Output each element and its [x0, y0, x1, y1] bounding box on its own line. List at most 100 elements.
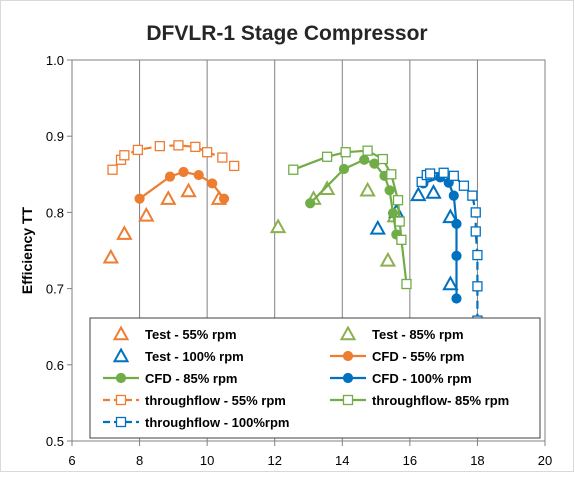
- legend-label: Test - 55% rpm: [145, 327, 237, 342]
- data-point: [379, 251, 397, 267]
- legend-item: CFD - 100% rpm: [330, 371, 472, 386]
- legend-label: throughflow - 100%rpm: [145, 415, 289, 430]
- data-point: [321, 151, 333, 162]
- legend-marker: [342, 372, 354, 384]
- legend-label: CFD - 55% rpm: [372, 349, 464, 364]
- data-point: [180, 182, 197, 198]
- series-line: [292, 149, 408, 285]
- data-point: [470, 207, 481, 218]
- x-tick-label: 16: [403, 453, 417, 468]
- data-point: [138, 206, 155, 222]
- data-point: [384, 185, 395, 196]
- y-tick-label: 1.0: [46, 53, 64, 68]
- y-axis-label: Efficiency TT: [19, 206, 35, 294]
- data-point: [164, 171, 176, 182]
- data-point: [369, 158, 380, 169]
- data-point: [467, 190, 478, 201]
- x-tick-label: 10: [200, 453, 214, 468]
- legend-marker: [112, 325, 130, 341]
- data-point: [190, 141, 201, 153]
- data-point: [116, 225, 133, 240]
- data-point: [472, 249, 483, 261]
- y-tick-label: 0.7: [46, 282, 64, 297]
- data-point: [134, 193, 145, 204]
- legend-item: CFD - 55% rpm: [330, 349, 464, 364]
- legend-item: throughflow - 55% rpm: [103, 393, 286, 408]
- x-tick-label: 20: [538, 453, 552, 468]
- data-point: [448, 190, 459, 201]
- data-point: [132, 144, 144, 156]
- data-point: [288, 164, 299, 175]
- axis-layer: 6 8 10 12 14 16 18 20 0.5 0.6 0.7 0.8 0.9 1.0: [46, 53, 552, 468]
- legend-marker: [115, 394, 127, 406]
- data-point: [107, 164, 118, 175]
- data-point: [448, 170, 459, 181]
- data-point: [394, 216, 405, 227]
- data-point: [229, 160, 240, 172]
- data-point: [451, 218, 462, 229]
- series-6: [107, 140, 240, 175]
- legend-item: Test - 55% rpm: [112, 325, 237, 342]
- legend-label: throughflow- 85% rpm: [372, 393, 509, 408]
- data-point: [425, 184, 442, 199]
- y-tick-label: 0.8: [46, 205, 64, 220]
- legend-marker: [115, 416, 127, 428]
- data-point: [392, 195, 404, 206]
- data-point: [178, 166, 189, 178]
- data-point: [396, 234, 407, 245]
- y-tick-label: 0.6: [46, 358, 64, 373]
- legend-label: CFD - 100% rpm: [372, 371, 472, 386]
- legend-marker: [115, 372, 127, 384]
- legend-marker: [342, 350, 354, 362]
- data-point: [442, 208, 459, 224]
- legend: Test - 55% rpm Test - 85% rpm Test - 100% …: [89, 317, 541, 439]
- chart-title: DFVLR-1 Stage Compressor: [146, 22, 427, 45]
- data-point: [470, 226, 481, 237]
- data-point: [458, 180, 470, 191]
- y-tick-label: 0.5: [46, 434, 64, 449]
- legend-label: Test - 85% rpm: [372, 327, 464, 342]
- data-point: [424, 168, 436, 179]
- x-tick-label: 14: [335, 453, 349, 468]
- series-3: [134, 166, 230, 204]
- series-7: [288, 145, 412, 290]
- data-point: [218, 193, 230, 204]
- data-point: [362, 145, 373, 156]
- legend-item: Test - 85% rpm: [339, 325, 464, 342]
- legend-label: throughflow - 55% rpm: [145, 393, 286, 408]
- legend-marker: [339, 325, 357, 341]
- data-point: [154, 140, 165, 152]
- data-point: [217, 152, 228, 163]
- data-point: [160, 190, 177, 205]
- data-point: [472, 281, 483, 292]
- data-point: [369, 219, 386, 235]
- x-tick-label: 12: [267, 453, 281, 468]
- data-point: [401, 278, 412, 290]
- data-point: [451, 250, 462, 261]
- data-point: [386, 169, 397, 180]
- data-point: [193, 169, 204, 181]
- legend-item: CFD - 85% rpm: [103, 371, 237, 386]
- legend-marker: [112, 347, 130, 363]
- data-point: [340, 147, 351, 158]
- data-point: [438, 167, 449, 178]
- data-point: [305, 198, 316, 209]
- data-point: [102, 248, 120, 264]
- data-point: [451, 293, 462, 304]
- data-point: [269, 218, 287, 234]
- legend-label: CFD - 85% rpm: [145, 371, 237, 386]
- data-point: [173, 140, 184, 151]
- data-point: [442, 275, 459, 291]
- legend-box: [89, 317, 541, 439]
- legend-item: Test - 100% rpm: [112, 347, 244, 364]
- legend-item: throughflow - 100%rpm: [103, 415, 289, 430]
- legend-label: Test - 100% rpm: [145, 349, 244, 364]
- data-point: [359, 181, 376, 197]
- x-tick-label: 18: [470, 453, 484, 468]
- x-tick-label: 6: [68, 453, 75, 468]
- data-point: [201, 147, 213, 158]
- legend-marker: [342, 394, 354, 406]
- data-point: [338, 163, 350, 175]
- series-layer: [102, 140, 483, 326]
